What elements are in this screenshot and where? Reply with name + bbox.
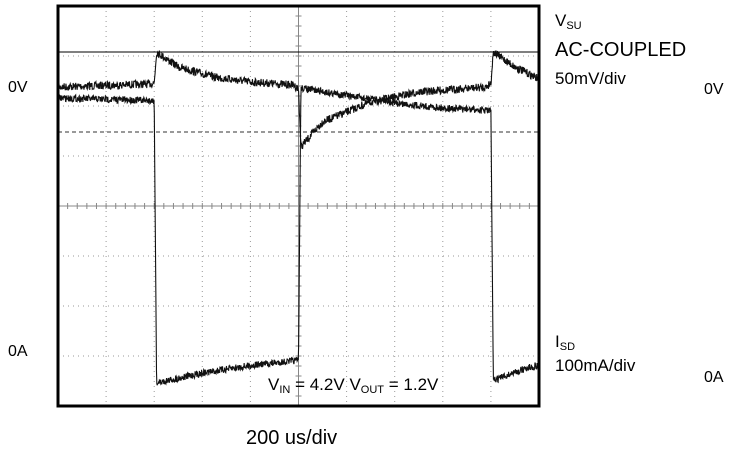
channel1-coupling: AC-COUPLED — [555, 39, 687, 61]
traces — [57, 50, 540, 386]
conditions-annotation: VIN = 4.2V VOUT = 1.2V — [268, 375, 439, 396]
channel2-name: ISD — [555, 332, 576, 353]
channel1-scale: 50mV/div — [555, 69, 626, 88]
channel2-zero-label: 0A — [704, 369, 724, 386]
channel1-name: VSU — [555, 11, 582, 32]
trace-vsu — [57, 50, 540, 150]
channel1-zero-label: 0V — [704, 81, 724, 98]
plot-frame — [56, 4, 541, 408]
left-zero-volt-label: 0V — [8, 79, 28, 96]
channel2-scale: 100mA/div — [555, 356, 636, 375]
x-axis-label: 200 us/div — [246, 427, 338, 449]
reference-lines — [58, 51, 539, 133]
trace-isd — [57, 85, 540, 386]
left-zero-amp-label: 0A — [8, 343, 28, 360]
